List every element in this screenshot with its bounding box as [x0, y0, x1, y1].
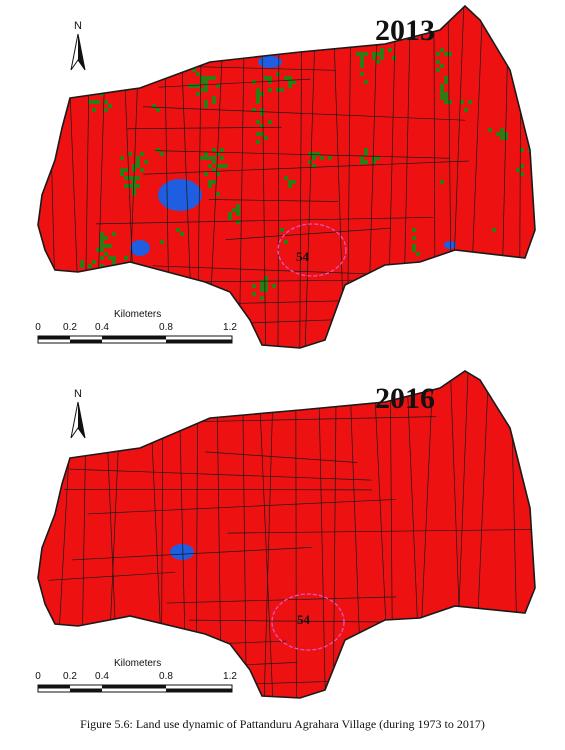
scale-tick-0.8: 0.8 [159, 671, 173, 682]
north-label: N [74, 20, 82, 32]
map-panel-2013: 2013 N 54 Kilometers 0 0.2 0.4 0.8 1.2 [0, 0, 565, 362]
scale-bar [37, 684, 233, 693]
scale-tick-0.8: 0.8 [159, 322, 173, 333]
village-boundary-2016 [37, 370, 536, 699]
scale-title: Kilometers [114, 658, 162, 669]
year-label: 2013 [375, 14, 435, 47]
plot-number-label: 54 [297, 612, 310, 627]
scale-tick-1.2: 1.2 [223, 322, 237, 333]
scale-tick-0: 0 [35, 671, 41, 682]
scale-tick-0.2: 0.2 [63, 322, 77, 333]
scale-tick-0.4: 0.4 [95, 671, 109, 682]
figure-caption: Figure 5.6: Land use dynamic of Pattandu… [80, 717, 485, 731]
village-boundary-2013 [37, 4, 536, 349]
year-label: 2016 [375, 382, 435, 415]
scale-tick-0.2: 0.2 [63, 671, 77, 682]
land-use-map-2016 [37, 370, 536, 699]
north-label: N [74, 388, 82, 400]
plot-number-label: 54 [296, 249, 309, 264]
scale-tick-0.4: 0.4 [95, 322, 109, 333]
north-arrow-icon [70, 402, 86, 439]
scale-title: Kilometers [114, 309, 162, 320]
scale-tick-1.2: 1.2 [223, 671, 237, 682]
plot-highlight-2016 [271, 593, 345, 651]
north-arrow-icon [70, 34, 86, 71]
scale-tick-0: 0 [35, 322, 41, 333]
scale-bar [37, 335, 233, 344]
plot-highlight-2013 [277, 223, 347, 277]
map-panel-2016: 2016 N 54 Kilometers 0 0.2 0.4 0.8 1.2 [0, 368, 565, 708]
